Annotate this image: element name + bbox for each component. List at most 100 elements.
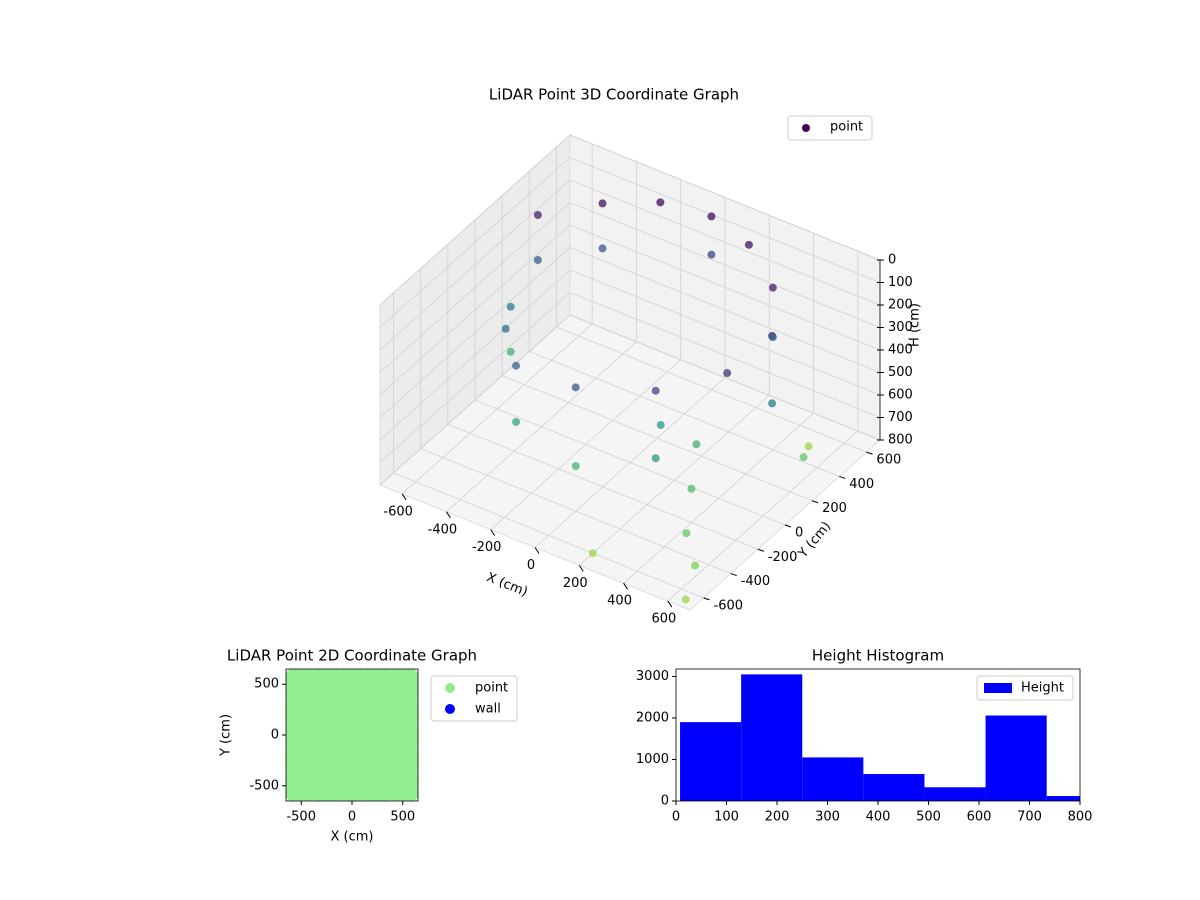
y-tick-label: 400	[849, 477, 874, 492]
grid-line	[379, 202, 571, 373]
x-tick-label: 500	[390, 810, 415, 825]
y-tick-label: -500	[249, 778, 279, 793]
tick	[784, 524, 792, 528]
tick	[578, 565, 584, 572]
legend-marker	[802, 124, 810, 132]
tick	[490, 529, 496, 536]
point	[768, 399, 777, 408]
tick	[446, 511, 451, 519]
grid-line	[569, 134, 881, 261]
bar	[985, 715, 1047, 801]
point	[768, 283, 777, 292]
tick	[811, 500, 819, 504]
bar	[741, 674, 803, 801]
legend-box	[976, 675, 1074, 701]
x-tick-label: 0	[672, 810, 680, 825]
tick	[839, 475, 846, 479]
grid-line	[474, 399, 786, 526]
point	[692, 440, 701, 449]
x-tick-label: 400	[866, 810, 891, 825]
point	[383, 669, 418, 704]
point	[691, 561, 699, 570]
point	[656, 421, 665, 429]
grid-line	[379, 157, 571, 328]
grid-line	[569, 292, 881, 418]
z-axis-label: H (cm)	[908, 303, 923, 347]
point	[571, 383, 580, 392]
grid-line	[379, 292, 571, 463]
x-tick-label: 100	[714, 810, 739, 825]
point	[682, 529, 691, 538]
tick	[667, 600, 673, 608]
bar	[924, 787, 986, 801]
x-axis-label: X (cm)	[331, 830, 374, 845]
point	[687, 484, 696, 493]
grid-line	[379, 224, 571, 396]
x-tick-label: 200	[563, 576, 588, 591]
point	[707, 250, 716, 259]
point	[598, 244, 607, 253]
x-tick-label: 500	[916, 810, 941, 825]
bar	[1046, 796, 1080, 801]
x-tick-label: -500	[286, 810, 316, 825]
legend-label: wall	[475, 702, 501, 717]
z-tick-label: 200	[888, 298, 913, 313]
legend-marker	[445, 683, 455, 693]
legend-label: point	[475, 681, 508, 696]
grid-line	[393, 472, 704, 599]
grid-line	[556, 326, 867, 453]
tick	[623, 582, 628, 590]
point	[656, 198, 665, 207]
x-tick-label: -600	[383, 504, 413, 519]
grid-line	[529, 351, 840, 477]
z-tick-label: 0	[888, 253, 896, 268]
grid-line	[379, 134, 571, 306]
z-tick-label: 800	[888, 433, 913, 448]
y-tick-label: 0	[661, 794, 669, 809]
legend-box	[787, 115, 873, 141]
tick	[401, 493, 407, 501]
z-tick-label: 300	[888, 320, 913, 335]
tick	[866, 451, 873, 455]
x-tick-label: -200	[472, 540, 502, 555]
y-tick-label: 500	[254, 677, 279, 692]
bar	[863, 774, 925, 801]
x-tick-label: 300	[815, 810, 840, 825]
z-tick-label: 700	[888, 410, 913, 425]
grid-line	[569, 179, 881, 306]
chart-2d: point wall -500 0 500 -500 0 500 X (cm) Y (cm)	[219, 668, 518, 845]
point	[506, 302, 515, 311]
grid-line	[447, 423, 759, 550]
z-tick-label: 600	[888, 388, 913, 403]
y-tick-label: 1000	[636, 752, 669, 767]
x-axis-label: X (cm)	[484, 570, 529, 600]
legend-label: Height	[1021, 681, 1064, 696]
x-tick-label: 600	[967, 810, 992, 825]
grid-line	[379, 314, 571, 486]
plot-area	[286, 669, 418, 801]
y-tick-label: 2000	[636, 710, 669, 725]
chart-title: Height Histogram	[812, 647, 944, 665]
y-tick-label: 200	[822, 501, 847, 516]
bar	[802, 757, 864, 801]
tick	[730, 573, 737, 577]
grid-line	[501, 375, 813, 502]
point	[707, 212, 716, 221]
bar	[680, 722, 742, 801]
point	[744, 240, 753, 249]
y-tick-label: 3000	[636, 669, 669, 684]
z-tick-label: 100	[888, 275, 913, 290]
y-axis-label: Y (cm)	[219, 714, 234, 757]
grid-line	[420, 448, 731, 574]
x-tick-label: 800	[1068, 810, 1093, 825]
point	[506, 347, 515, 356]
grid-line	[379, 269, 571, 441]
legend-marker	[445, 704, 455, 714]
point	[533, 256, 542, 264]
x-tick-label: 200	[765, 810, 790, 825]
y-tick-label: 600	[876, 453, 901, 468]
point	[501, 324, 510, 333]
point	[681, 595, 690, 604]
chart-3d: -600-400-2000200400600-600-400-200020040…	[379, 115, 923, 627]
